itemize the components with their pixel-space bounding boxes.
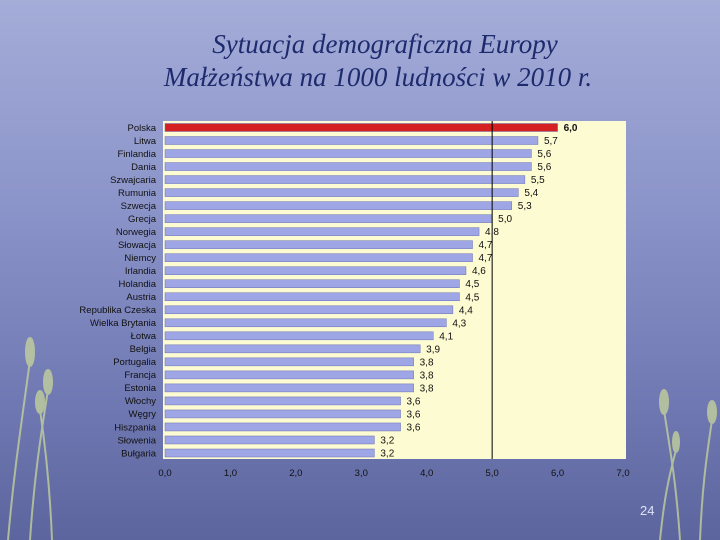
data-label: 6,0 — [564, 123, 578, 134]
bar-łotwa — [164, 331, 434, 341]
category-label: Słowenia — [117, 435, 156, 446]
bar-rumunia — [164, 188, 519, 197]
x-tick-label: 1,0 — [224, 468, 237, 479]
data-label: 3,8 — [420, 383, 434, 394]
category-label: Szwajcaria — [110, 175, 157, 186]
x-tick-label: 0,0 — [158, 468, 171, 479]
bar-szwecja — [164, 201, 513, 210]
x-tick-label: 2,0 — [289, 468, 302, 479]
bar-litwa — [164, 136, 539, 145]
bar-belgia — [164, 344, 421, 354]
category-label: Austria — [126, 292, 156, 303]
data-label: 4,5 — [465, 279, 479, 290]
category-label: Finlandia — [117, 149, 156, 160]
data-label: 4,1 — [439, 331, 453, 342]
chart-title: Sytuacja demograficzna Europy — [212, 29, 558, 59]
bar-słowacja — [164, 240, 473, 249]
data-label: 4,5 — [465, 292, 479, 303]
data-label: 4,6 — [472, 266, 486, 277]
category-label: Belgia — [130, 344, 157, 355]
category-label: Dania — [131, 162, 157, 173]
category-label: Włochy — [125, 396, 156, 407]
category-label: Grecja — [128, 214, 157, 225]
bar-włochy — [164, 396, 401, 406]
bar-norwegia — [164, 227, 480, 236]
category-label: Hiszpania — [114, 422, 156, 433]
bar-szwajcaria — [164, 175, 526, 184]
data-label: 5,7 — [544, 136, 558, 147]
data-label: 3,8 — [420, 370, 434, 381]
data-label: 3,9 — [426, 344, 440, 355]
category-label: Rumunia — [118, 188, 157, 199]
data-label: 5,5 — [531, 175, 545, 186]
bar-polska — [164, 123, 558, 132]
data-label: 3,6 — [407, 409, 421, 420]
bar-austria — [164, 292, 460, 302]
bar-finlandia — [164, 149, 532, 158]
x-tick-label: 5,0 — [486, 468, 499, 479]
data-label: 3,8 — [420, 357, 434, 368]
data-label: 4,4 — [459, 305, 473, 316]
data-label: 4,7 — [479, 253, 493, 264]
plot-area — [163, 121, 626, 459]
category-label: Litwa — [134, 136, 157, 147]
category-label: Wielka Brytania — [90, 318, 157, 329]
bar-niemcy — [164, 253, 473, 262]
category-label: Francja — [124, 370, 156, 381]
category-label: Portugalia — [113, 357, 156, 368]
data-label: 5,3 — [518, 201, 532, 212]
data-label: 4,3 — [452, 318, 466, 329]
data-label: 4,7 — [479, 240, 493, 251]
category-label: Bułgaria — [121, 448, 157, 459]
bar-portugalia — [164, 357, 414, 367]
category-label: Łotwa — [131, 331, 157, 342]
category-label: Polska — [127, 123, 156, 134]
x-tick-label: 4,0 — [420, 468, 433, 479]
category-label: Republika Czeska — [79, 305, 156, 316]
page-number: 24 — [640, 503, 655, 518]
x-tick-label: 7,0 — [616, 468, 629, 479]
x-tick-label: 3,0 — [355, 468, 368, 479]
bar-dania — [164, 162, 532, 171]
bar-holandia — [164, 279, 460, 288]
category-label: Irlandia — [125, 266, 157, 277]
bar-węgry — [164, 409, 401, 419]
bar-wielka-brytania — [164, 318, 447, 328]
data-label: 5,4 — [524, 188, 538, 199]
category-label: Węgry — [129, 409, 157, 420]
bar-estonia — [164, 383, 414, 393]
data-label: 3,6 — [407, 422, 421, 433]
data-label: 4,8 — [485, 227, 499, 238]
bar-hiszpania — [164, 422, 401, 432]
data-label: 5,0 — [498, 214, 512, 225]
category-label: Estonia — [124, 383, 156, 394]
bar-irlandia — [164, 266, 467, 275]
bar-grecja — [164, 214, 493, 223]
bar-francja — [164, 370, 414, 380]
data-label: 5,6 — [537, 149, 551, 160]
category-label: Norwegia — [116, 227, 157, 238]
data-label: 3,6 — [407, 396, 421, 407]
data-label: 3,2 — [380, 435, 394, 446]
category-label: Słowacja — [118, 240, 157, 251]
bar-bułgaria — [164, 448, 375, 458]
bar-słowenia — [164, 435, 375, 445]
x-tick-label: 6,0 — [551, 468, 564, 479]
chart-subtitle: Małżeństwa na 1000 ludności w 2010 r. — [163, 62, 593, 92]
data-label: 3,2 — [380, 449, 394, 460]
category-label: Szwecja — [121, 201, 157, 212]
data-label: 5,6 — [537, 162, 551, 173]
category-label: Holandia — [119, 279, 157, 290]
category-label: Niemcy — [124, 253, 156, 264]
bar-republika-czeska — [164, 305, 454, 315]
